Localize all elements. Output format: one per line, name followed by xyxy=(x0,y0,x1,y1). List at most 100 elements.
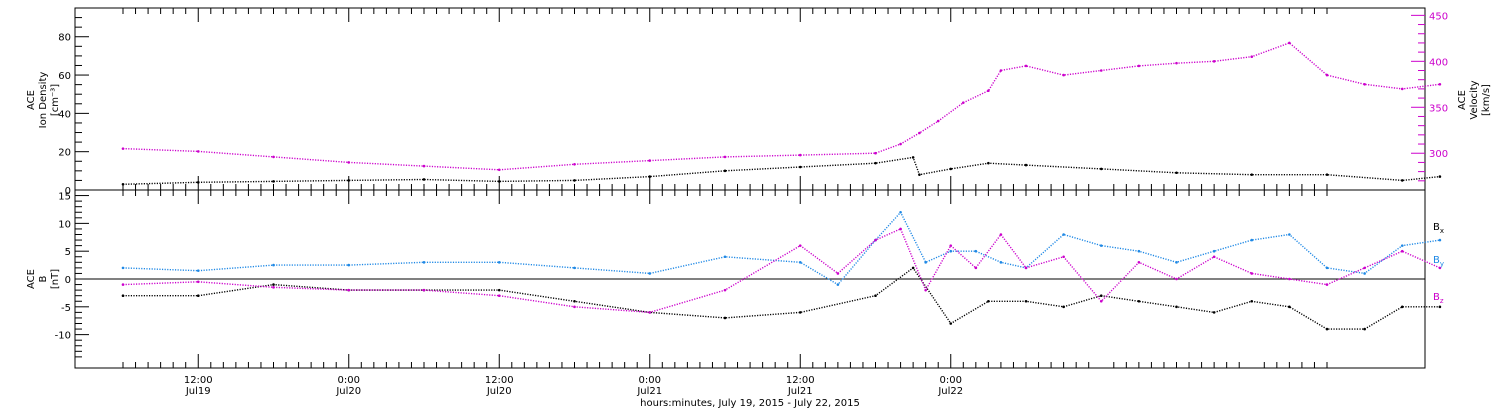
b-bz-series-point xyxy=(798,244,802,247)
b-by-series-point xyxy=(422,261,426,264)
b-by-series-point xyxy=(272,263,275,267)
y-right-tick-label: 400 xyxy=(1429,57,1448,68)
b-bx-series-point xyxy=(497,288,501,292)
legend-bx: Bx xyxy=(1433,222,1444,235)
b-bz-series-point xyxy=(1288,277,1291,281)
density-series-point xyxy=(874,161,877,165)
density-series-point xyxy=(723,169,727,173)
b-by-series-point xyxy=(1438,238,1442,242)
b-axis-label-2: B xyxy=(38,275,49,282)
x-tick-date-label: Jul21 xyxy=(787,386,813,397)
velocity-series-point xyxy=(899,142,902,146)
velocity-series-point xyxy=(874,151,877,155)
velocity-series-point xyxy=(1400,87,1404,91)
b-by-series-point xyxy=(121,266,125,270)
velocity-series-point xyxy=(1175,61,1178,65)
b-bx-series-point xyxy=(272,283,275,286)
x-tick-date-label: Jul22 xyxy=(937,386,963,397)
b-bz-series-point xyxy=(924,288,927,292)
b-by-series-point xyxy=(196,269,200,272)
velocity-series-point xyxy=(1212,60,1216,63)
b-bz-series-point xyxy=(422,288,426,292)
x-tick-time-label: 0:00 xyxy=(639,375,661,386)
b-bz-series-point xyxy=(999,233,1003,236)
velocity-axis-label-2: Velocity xyxy=(1469,80,1480,119)
b-bz-series-point xyxy=(874,238,877,242)
y-left-tick-label: 20 xyxy=(58,148,71,159)
velocity-series-point xyxy=(1099,69,1103,72)
b-bx-series-point xyxy=(1325,327,1329,331)
b-bz-series-point xyxy=(899,227,902,231)
velocity-series-point xyxy=(1438,82,1442,86)
b-bz-series-point xyxy=(272,286,275,289)
density-axis-label-3: [cm⁻³] xyxy=(50,84,61,116)
b-by-series-point xyxy=(1062,233,1065,236)
b-bz-series-point xyxy=(648,311,652,314)
b-bz-series-point xyxy=(974,266,978,270)
b-bz-series-point xyxy=(1363,266,1366,270)
b-by-series-point xyxy=(924,261,927,264)
density-series-point xyxy=(1099,167,1103,171)
b-by-series-point xyxy=(497,261,501,264)
b-bz-series-point xyxy=(1400,249,1404,253)
velocity-series-point xyxy=(1325,73,1329,77)
y-right-tick-label: 300 xyxy=(1429,149,1448,160)
b-bz-series-point xyxy=(1062,255,1065,259)
density-series-point xyxy=(911,156,915,159)
density-series-point xyxy=(1325,173,1329,176)
x-tick-date-label: Jul21 xyxy=(636,386,662,397)
density-series-point xyxy=(1175,171,1178,175)
b-bx-series-point xyxy=(1062,305,1065,309)
b-bz-series-point xyxy=(1212,255,1216,259)
b-bz-series-point xyxy=(347,288,351,292)
b-by-series-point xyxy=(1175,261,1178,264)
x-tick-date-label: Jul20 xyxy=(335,386,361,397)
b-by-series-point xyxy=(723,255,727,259)
x-tick-date-label: Jul20 xyxy=(486,386,512,397)
b-axis-label-1: ACE xyxy=(26,269,37,289)
b-by-series-point xyxy=(1250,238,1254,242)
b-bz-series-point xyxy=(1175,277,1178,281)
density-series-line xyxy=(122,156,1440,185)
legend-by: By xyxy=(1433,255,1444,268)
velocity-series-point xyxy=(497,168,501,172)
y-tick-label: -10 xyxy=(55,331,71,342)
velocity-axis-label-3: [km/s] xyxy=(1481,84,1492,116)
velocity-series-point xyxy=(961,101,965,104)
b-bz-series-point xyxy=(1137,261,1141,264)
b-by-series-point xyxy=(798,261,802,264)
b-by-series-point xyxy=(949,249,953,253)
x-tick-date-label: Jul19 xyxy=(185,386,211,397)
velocity-series-point xyxy=(121,147,125,150)
velocity-series-point xyxy=(798,153,802,157)
b-by-series-point xyxy=(1288,233,1291,236)
b-bx-series-point xyxy=(1438,305,1442,309)
b-bx-series-point xyxy=(573,299,576,303)
b-bz-series-point xyxy=(1099,299,1103,303)
b-bx-series-point xyxy=(874,294,877,297)
y-left-tick-label: 80 xyxy=(58,33,71,44)
y-tick-label: 0 xyxy=(65,275,71,286)
b-by-series-point xyxy=(648,272,652,275)
b-by-series-point xyxy=(573,266,576,270)
density-series-point xyxy=(272,180,275,183)
density-axis-label-1: ACE xyxy=(26,90,37,110)
b-bx-series-point xyxy=(798,311,802,314)
b-axis-label-3: [nT] xyxy=(50,269,61,289)
y-left-tick-label: 60 xyxy=(58,71,71,82)
x-tick-time-label: 12:00 xyxy=(485,375,514,386)
bottom-panel-axes: -10 -5 0 5 10 15 xyxy=(55,192,89,358)
density-series-point xyxy=(497,180,501,183)
density-series-point xyxy=(949,167,953,171)
b-bx-series-point xyxy=(1099,294,1103,297)
b-by-series-point xyxy=(974,249,978,253)
velocity-series-point xyxy=(196,150,200,153)
b-bz-series-point xyxy=(196,280,200,284)
velocity-series-point xyxy=(573,162,576,166)
b-bx-series-point xyxy=(723,316,727,320)
density-series-point xyxy=(648,175,652,178)
velocity-series-point xyxy=(1062,73,1065,77)
density-series-point xyxy=(196,181,200,184)
y-left-tick-label: 40 xyxy=(58,109,71,120)
x-tick-time-label: 12:00 xyxy=(184,375,213,386)
